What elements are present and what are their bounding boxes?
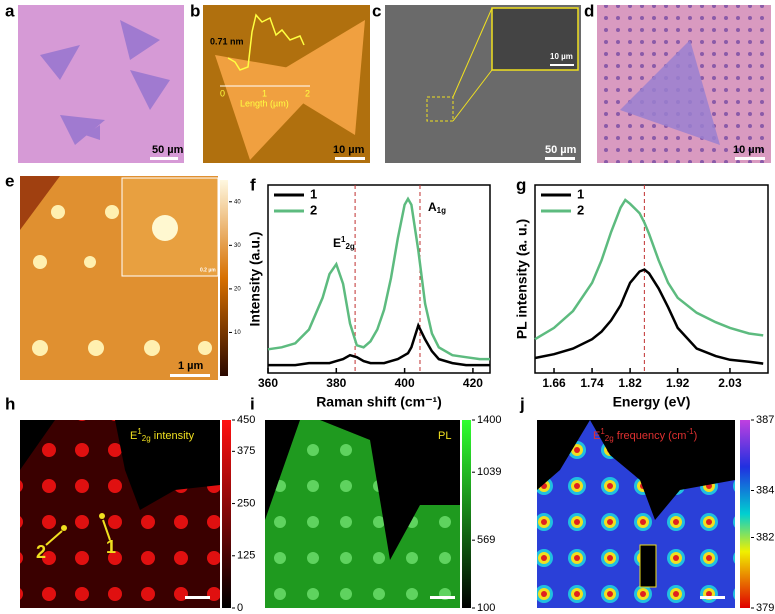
- scale-bars: [150, 64, 765, 599]
- colorbar-tick-label: 382: [756, 531, 774, 543]
- annotation: PL: [438, 430, 451, 442]
- data-line: [534, 198, 764, 341]
- scale-label: 10 µm: [733, 144, 765, 156]
- inset-xlabel: Length (µm): [240, 98, 289, 108]
- colorbar-tick-label: 379: [756, 602, 774, 614]
- scale-label: 1 µm: [178, 360, 204, 372]
- x-tick-label: 1.82: [618, 376, 642, 390]
- inset-tick: 0: [220, 88, 225, 98]
- scale-label: 10 µm: [333, 144, 365, 156]
- map-annotations: E12g intensity 2 1 PL E12g frequency (cm…: [36, 427, 697, 562]
- legend-label: 1: [577, 186, 584, 201]
- x-tick-label: 2.03: [718, 376, 742, 390]
- panel-label: b: [190, 1, 200, 20]
- panel-labels: a b c d e f g h i j: [5, 1, 594, 413]
- data-line: [267, 196, 490, 361]
- panel-label: d: [584, 1, 594, 20]
- colorbar-tick-label: 40: [234, 199, 241, 205]
- colorbar-tick-label: 30: [234, 243, 241, 249]
- panel-label: g: [516, 175, 526, 194]
- x-tick-label: 1.66: [542, 376, 566, 390]
- point-label: 2: [36, 542, 46, 562]
- scale-label: 0.2 µm: [200, 267, 216, 273]
- peak-annotation: A1g: [428, 200, 446, 215]
- colorbar-tick-label: 450: [237, 414, 255, 426]
- panel-label: c: [372, 1, 381, 20]
- panel-label: j: [519, 394, 525, 413]
- y-axis-label: PL intensity (a. u.): [514, 219, 530, 339]
- x-tick-label: 1.74: [580, 376, 604, 390]
- x-tick-label: 400: [395, 376, 415, 390]
- colorbar-tick-label: 125: [237, 550, 255, 562]
- y-axis-label: Intensity (a.u.): [247, 232, 263, 327]
- panel-label: h: [5, 394, 15, 413]
- colorbar-tick-label: 0: [237, 602, 243, 614]
- inset-height: 0.71 nm: [210, 36, 244, 46]
- x-tick-label: 420: [463, 376, 483, 390]
- colorbar-tick-label: 387: [756, 414, 774, 426]
- x-tick-label: 1.92: [666, 376, 690, 390]
- colorbar-tick-label: 250: [237, 497, 255, 509]
- annotation: E12g frequency (cm-1): [593, 427, 697, 443]
- x-axis-label: Energy (eV): [613, 394, 691, 410]
- legend-label: 1: [310, 186, 317, 201]
- point-label: 1: [106, 537, 116, 557]
- legend-label: 2: [310, 202, 317, 217]
- inset-b: 0.71 nm 0 1 2 Length (µm): [210, 13, 310, 108]
- plot-frame: [267, 184, 491, 374]
- x-axis-label: Raman shift (cm⁻¹): [316, 394, 442, 410]
- colorbar-tick-label: 20: [234, 286, 241, 292]
- colorbar-tick-label: 10: [234, 330, 241, 336]
- panel-label: e: [5, 171, 14, 190]
- plot-frame: [534, 184, 769, 374]
- x-tick-label: 380: [326, 376, 346, 390]
- peak-annotation: E12g: [333, 235, 355, 251]
- panel-label: i: [250, 394, 255, 413]
- scale-bar-labels: 50 µm 10 µm 10 µm 50 µm 10 µm 0.2 µm 1 µ…: [152, 52, 765, 372]
- colorbar-tick-label: 100: [477, 602, 495, 614]
- legend-label: 2: [577, 202, 584, 217]
- panel-label: a: [5, 1, 15, 20]
- colorbar-tick-label: 384: [756, 484, 774, 496]
- colorbar-tick-label: 1400: [477, 414, 501, 426]
- data-line: [268, 322, 490, 367]
- scale-label: 50 µm: [152, 144, 184, 156]
- panel-images: [18, 5, 771, 608]
- annotation: E12g intensity: [130, 427, 195, 443]
- x-tick-label: 360: [258, 376, 278, 390]
- data-line: [534, 268, 764, 365]
- inset-tick: 1: [262, 88, 267, 98]
- scale-label: 10 µm: [550, 52, 573, 61]
- panel-label: f: [250, 175, 256, 194]
- colorbar-tick-label: 569: [477, 534, 495, 546]
- scale-label: 50 µm: [545, 144, 577, 156]
- colorbar-tick-label: 375: [237, 445, 255, 457]
- colorbar-tick-label: 1039: [477, 466, 501, 478]
- inset-tick: 2: [305, 88, 310, 98]
